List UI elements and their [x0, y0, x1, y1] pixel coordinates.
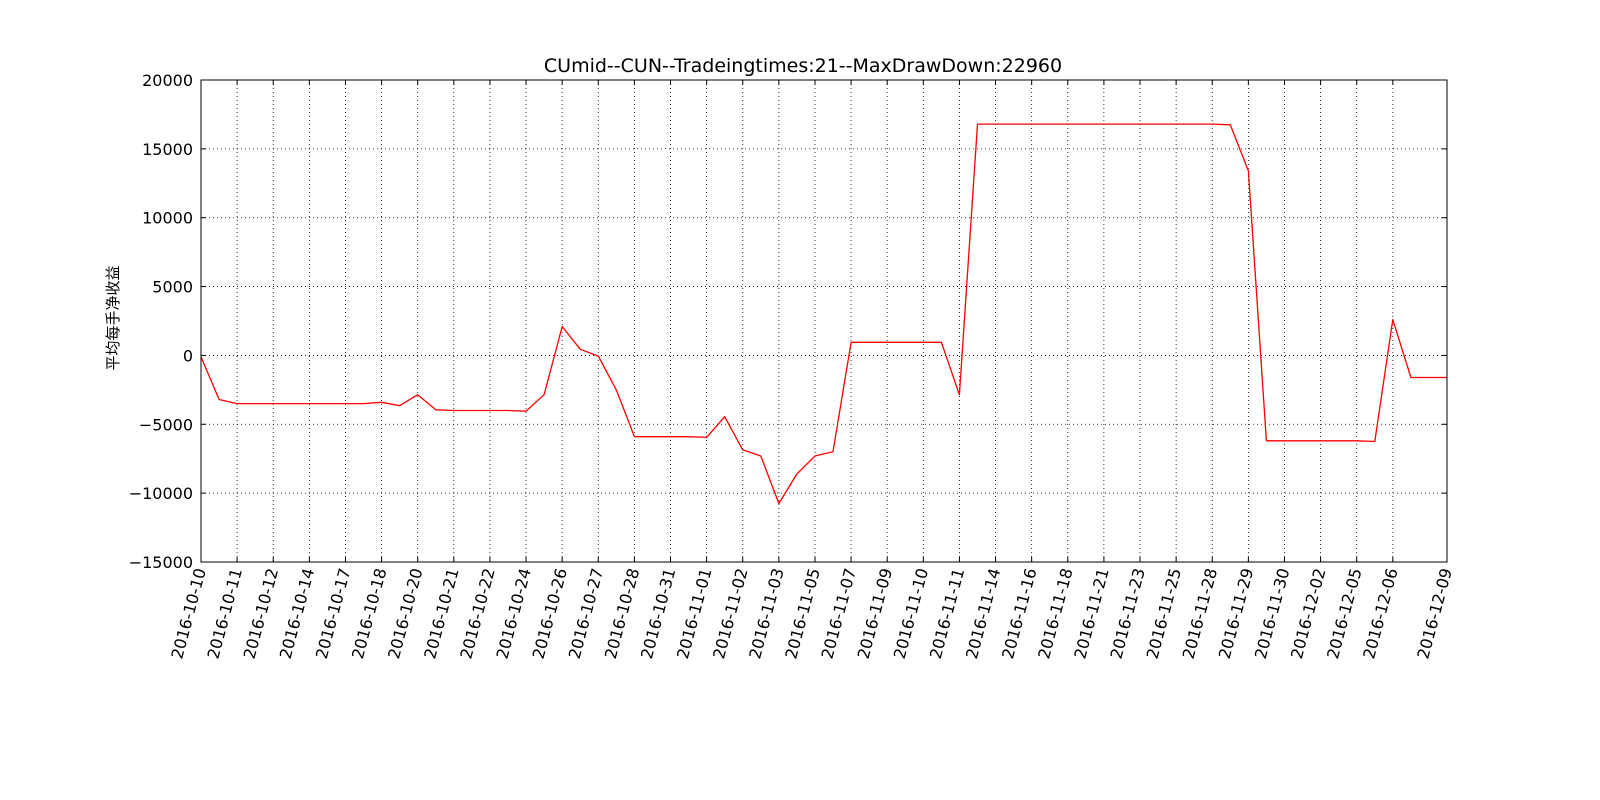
y-tick-label: 0	[183, 346, 193, 365]
y-tick-label: 5000	[152, 278, 193, 297]
y-tick-label: −5000	[139, 415, 193, 434]
y-tick-label: −15000	[129, 553, 193, 572]
series-layer	[200, 123, 1447, 505]
chart-title: CUmid--CUN--Tradeingtimes:21--MaxDrawDow…	[544, 55, 1062, 77]
y-tick-label: 20000	[142, 71, 193, 90]
y-axis-ticks: 20000 15000 10000 5000 0 −5000 −10000 −15000	[129, 71, 1447, 572]
plot-frame	[200, 79, 1448, 563]
y-tick-label: 15000	[142, 140, 193, 159]
y-axis-label: 平均每手净收益	[104, 265, 122, 370]
y-tick-label: 10000	[142, 209, 193, 228]
y-tick-label: −10000	[129, 484, 193, 503]
series-line	[200, 123, 1447, 505]
